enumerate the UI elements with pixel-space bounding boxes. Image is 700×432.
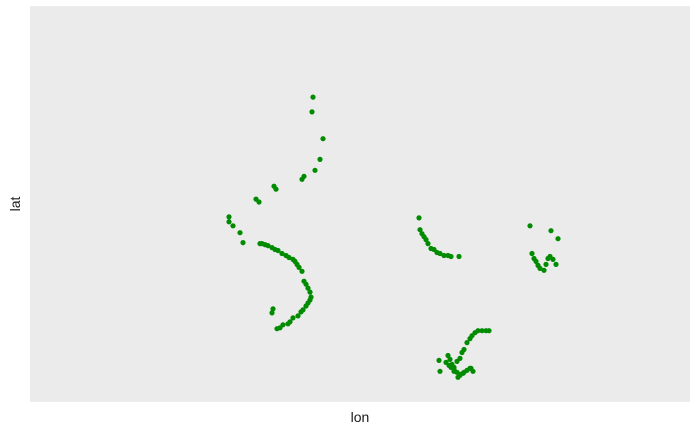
data-point xyxy=(416,215,422,221)
data-point xyxy=(317,156,323,162)
data-point xyxy=(275,247,281,254)
data-point xyxy=(307,289,313,295)
data-point xyxy=(226,214,232,220)
data-point xyxy=(237,230,243,236)
data-point xyxy=(230,223,236,229)
data-point xyxy=(445,352,451,359)
data-point xyxy=(447,356,453,362)
data-point xyxy=(226,219,232,225)
data-point xyxy=(274,326,280,332)
data-point xyxy=(461,369,467,375)
data-point xyxy=(423,237,429,243)
data-point xyxy=(457,372,463,378)
data-point xyxy=(320,136,326,142)
data-point xyxy=(265,243,271,249)
data-point xyxy=(286,254,292,261)
data-point xyxy=(550,256,556,262)
data-point xyxy=(468,365,474,371)
data-point xyxy=(285,321,291,327)
data-point xyxy=(256,199,262,205)
data-points xyxy=(226,94,561,380)
data-point xyxy=(479,328,485,334)
data-point xyxy=(457,355,463,361)
data-point xyxy=(527,223,533,229)
x-axis-label: lon xyxy=(351,409,370,425)
data-point xyxy=(441,252,447,259)
data-point xyxy=(425,241,431,247)
data-point xyxy=(436,357,442,363)
data-point xyxy=(303,303,309,309)
data-point xyxy=(543,261,549,267)
data-point xyxy=(486,328,492,334)
data-point xyxy=(437,368,443,374)
data-point xyxy=(269,310,275,316)
data-point xyxy=(295,313,301,319)
data-point xyxy=(537,265,543,271)
data-point xyxy=(309,109,315,115)
data-point xyxy=(290,315,296,321)
data-point xyxy=(548,228,554,234)
data-point xyxy=(448,253,454,260)
data-point xyxy=(279,250,285,257)
data-point xyxy=(273,186,279,192)
data-point xyxy=(451,368,457,374)
data-point xyxy=(529,250,535,257)
data-point xyxy=(553,261,559,267)
data-point xyxy=(299,176,305,182)
data-point xyxy=(461,346,467,353)
data-point xyxy=(270,306,276,312)
data-point xyxy=(303,281,309,287)
data-point xyxy=(310,94,316,100)
data-point xyxy=(312,167,318,173)
data-point xyxy=(541,267,547,273)
plot-panel xyxy=(30,6,690,402)
data-point xyxy=(298,309,304,315)
data-point xyxy=(296,264,302,270)
data-point xyxy=(475,328,481,334)
data-point xyxy=(299,268,305,274)
data-point xyxy=(555,236,561,242)
data-point xyxy=(456,253,462,260)
data-point xyxy=(305,285,311,291)
y-axis-label: lat xyxy=(7,197,23,212)
data-point xyxy=(437,250,443,257)
data-point xyxy=(417,227,423,233)
data-point xyxy=(533,258,539,264)
data-point xyxy=(464,340,470,346)
data-point xyxy=(240,240,246,246)
